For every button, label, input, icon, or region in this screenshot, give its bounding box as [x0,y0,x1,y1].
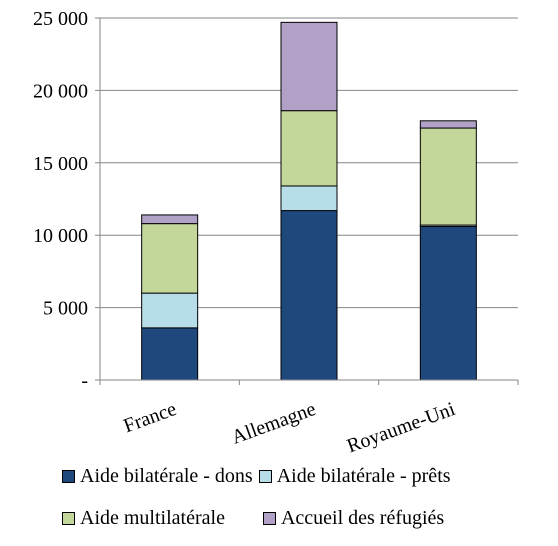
y-tick-label: 10 000 [33,225,88,247]
legend-swatch-multilaterale [62,511,75,525]
bar-france-accueil-des-refugies [141,214,199,225]
legend-item-bilateral-dons: Aide bilatérale - dons [62,465,253,488]
x-axis-ticks: France Allemagne Royaume-Uni [99,380,519,458]
bar-france-aide-bilaterale-prets [141,292,199,329]
y-tick-label: 20 000 [33,80,88,102]
x-tick-label: Allemagne [229,398,319,449]
bar-allemagne-accueil-des-refugies [280,21,338,112]
y-tick-label: 5 000 [43,298,88,320]
legend-label-bilateral-dons: Aide bilatérale - dons [80,464,253,487]
legend-label-bilateral-prets: Aide bilatérale - prêts [276,464,451,487]
legend-row: Aide multilatérale Accueil des réfugiés [62,504,542,532]
x-tick-label: France [121,398,180,437]
axes [99,18,518,381]
y-tick-label: 25 000 [33,8,88,30]
legend: Aide bilatérale - dons Aide bilatérale -… [62,462,542,546]
y-tick-label: 15 000 [33,153,88,175]
stacked-bar-chart: - 5 000 10 000 15 000 20 000 25 000 France All… [33,8,519,458]
legend-item-multilaterale: Aide multilatérale [62,507,225,530]
bar-allemagne-aide-bilaterale-prets [280,185,338,212]
legend-row: Aide bilatérale - dons Aide bilatérale -… [62,462,542,490]
y-tick-label: - [81,370,88,392]
bar-allemagne-aide-bilaterale-dons [280,210,338,381]
bar-royaume-uni-aide-multilaterale [419,127,477,226]
y-axis-ticks: - 5 000 10 000 15 000 20 000 25 000 [33,8,100,392]
legend-swatch-refugies [262,511,276,525]
bar-royaume-uni-accueil-des-refugies [419,120,477,129]
x-tick-label: Royaume-Uni [344,398,458,458]
bars [141,21,477,381]
legend-item-refugies: Accueil des réfugiés [262,506,445,530]
bar-france-aide-multilaterale [141,223,199,294]
legend-label-refugies: Accueil des réfugiés [280,506,445,529]
legend-swatch-bilateral-dons [62,469,75,483]
legend-item-bilateral-prets: Aide bilatérale - prêts [258,464,451,488]
bar-allemagne-aide-multilaterale [280,110,338,187]
bar-royaume-uni-aide-bilaterale-dons [419,226,477,381]
bar-france-aide-bilaterale-dons [141,327,199,381]
legend-label-multilaterale: Aide multilatérale [80,506,225,529]
legend-swatch-bilateral-prets [258,469,272,483]
